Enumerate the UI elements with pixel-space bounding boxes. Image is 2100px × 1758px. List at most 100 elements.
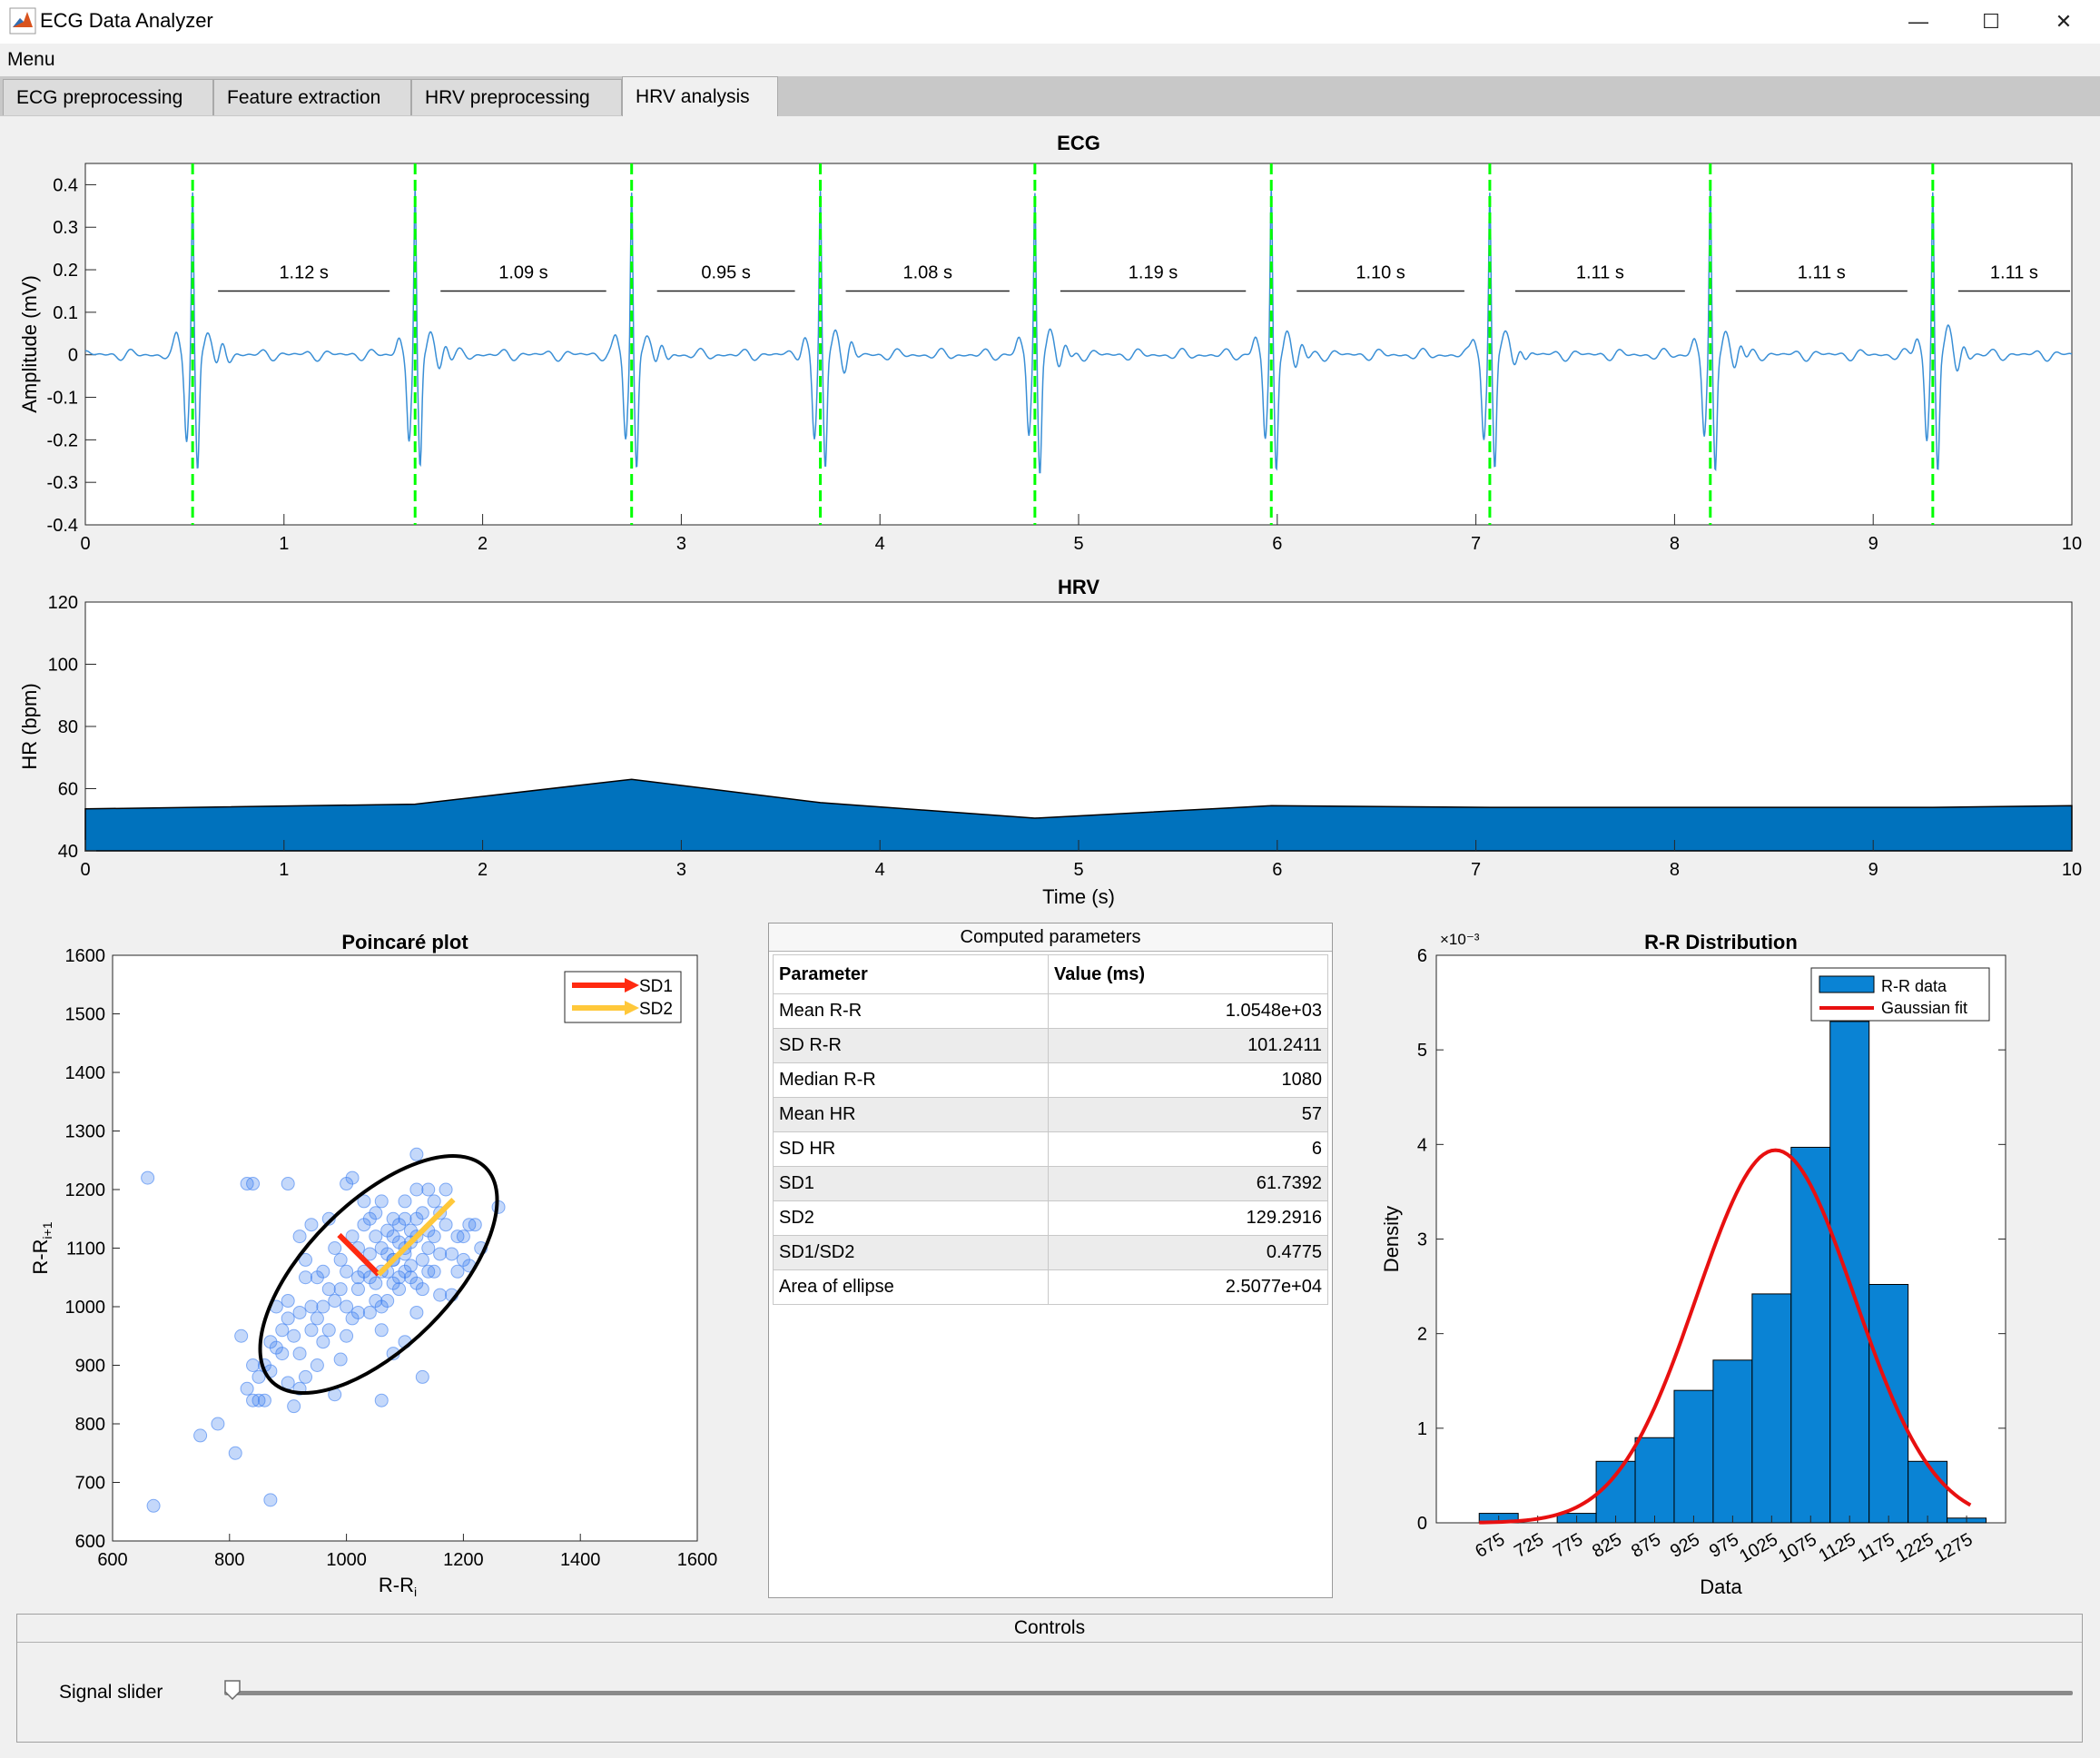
panel-title: Computed parameters: [769, 923, 1332, 952]
poincare-point: [392, 1235, 407, 1249]
poincare-xlabel: R-Ri: [379, 1574, 417, 1599]
tab-ecg-preprocessing[interactable]: ECG preprocessing: [3, 79, 213, 115]
rr-interval-label: 1.08 s: [902, 262, 951, 282]
ecg-ytick-label: -0.3: [47, 473, 78, 493]
poincare-point: [433, 1288, 448, 1302]
slider-thumb[interactable]: [224, 1680, 241, 1700]
poincare-point: [340, 1299, 354, 1314]
poincare-point: [316, 1335, 330, 1349]
poincare-point: [287, 1399, 301, 1414]
poincare-title: Poincaré plot: [341, 931, 468, 953]
poincare-ytick-label: 1600: [65, 946, 106, 966]
tab-hrv-preprocessing[interactable]: HRV preprocessing: [411, 79, 622, 115]
controls-title: Controls: [17, 1615, 2082, 1643]
poincare-point: [281, 1376, 295, 1390]
dist-xtick-label: 1075: [1775, 1529, 1820, 1566]
poincare-point: [328, 1241, 342, 1255]
rr-interval-label: 1.09 s: [498, 262, 547, 282]
poincare-point: [287, 1328, 301, 1343]
poincare-point: [292, 1305, 307, 1319]
hrv-ytick-label: 60: [58, 780, 78, 800]
rr-interval-label: 0.95 s: [701, 262, 750, 282]
param-value: 1080: [1048, 1062, 1328, 1098]
poincare-point: [292, 1230, 307, 1244]
poincare-point: [345, 1170, 360, 1185]
dist-ytick-label: 1: [1417, 1419, 1427, 1439]
minimize-icon: —: [1908, 10, 1928, 33]
param-name: Area of ellipse: [773, 1269, 1049, 1305]
menu-item[interactable]: Menu: [7, 49, 55, 70]
dist-xtick-label: 725: [1511, 1529, 1547, 1562]
histogram-bar: [1595, 1460, 1636, 1524]
ecg-xtick-label: 7: [1471, 534, 1481, 554]
dist-ytick-label: 4: [1417, 1135, 1427, 1155]
histogram-bar: [1790, 1146, 1831, 1524]
poincare-point: [456, 1252, 470, 1267]
dist-ytick-label: 6: [1417, 946, 1427, 966]
poincare-point: [275, 1347, 290, 1361]
tab-feature-extraction[interactable]: Feature extraction: [213, 79, 411, 115]
dist-xtick-label: 875: [1628, 1529, 1664, 1562]
maximize-button[interactable]: ☐: [1955, 0, 2027, 44]
table-row[interactable]: SD2 129.2916: [773, 1200, 1328, 1236]
poincare-point: [240, 1381, 254, 1396]
minimize-button[interactable]: —: [1882, 0, 1955, 44]
poincare-xtick-label: 1400: [560, 1550, 601, 1570]
tab-hrv-analysis[interactable]: HRV analysis: [622, 76, 778, 117]
ecg-ylabel: Amplitude (mV): [18, 275, 41, 413]
poincare-point: [357, 1218, 371, 1232]
poincare-point: [374, 1194, 389, 1209]
table-row[interactable]: SD1/SD2 0.4775: [773, 1235, 1328, 1270]
dist-xtick-label: 825: [1589, 1529, 1625, 1562]
poincare-point: [263, 1335, 278, 1349]
param-value: 2.5077e+04: [1048, 1269, 1328, 1305]
param-name: Mean R-R: [773, 993, 1049, 1029]
hrv-xtick-label: 4: [875, 860, 885, 880]
poincare-ytick-label: 700: [75, 1474, 105, 1494]
poincare-point: [304, 1323, 319, 1338]
poincare-point: [380, 1247, 395, 1261]
poincare-point: [228, 1446, 242, 1460]
param-value: 1.0548e+03: [1048, 993, 1328, 1029]
table-row[interactable]: Median R-R 1080: [773, 1062, 1328, 1098]
param-value: 57: [1048, 1097, 1328, 1132]
poincare-point: [345, 1311, 360, 1326]
poincare-point: [403, 1259, 418, 1273]
gaussian-fit-line: [1479, 1148, 1972, 1525]
poincare-ytick-label: 1400: [65, 1063, 106, 1083]
dist-ytick-label: 3: [1417, 1230, 1427, 1250]
table-row[interactable]: SD HR 6: [773, 1131, 1328, 1167]
poincare-ytick-label: 1200: [65, 1180, 106, 1200]
sd1-arrow: [337, 1232, 381, 1277]
table-row[interactable]: Mean HR 57: [773, 1097, 1328, 1132]
table-row[interactable]: Area of ellipse 2.5077e+04: [773, 1269, 1328, 1305]
param-value: 6: [1048, 1131, 1328, 1167]
close-button[interactable]: ✕: [2027, 0, 2100, 44]
legend-bars-label: R-R data: [1881, 977, 1947, 995]
table-row[interactable]: SD1 61.7392: [773, 1166, 1328, 1201]
table-row[interactable]: Mean R-R 1.0548e+03: [773, 993, 1328, 1029]
hrv-xtick-label: 2: [478, 860, 488, 880]
table-row[interactable]: SD R-R 101.2411: [773, 1028, 1328, 1063]
poincare-ylabel: R-Ri+1: [29, 1221, 54, 1274]
hrv-xtick-label: 8: [1670, 860, 1680, 880]
poincare-xtick-label: 800: [214, 1550, 244, 1570]
rr-interval-label: 1.12 s: [279, 262, 328, 282]
poincare-point: [392, 1270, 407, 1285]
poincare-point: [439, 1218, 453, 1232]
param-name: SD1/SD2: [773, 1235, 1049, 1270]
ecg-xtick-label: 4: [875, 534, 885, 554]
param-value: 101.2411: [1048, 1028, 1328, 1063]
ecg-xtick-label: 5: [1073, 534, 1083, 554]
maximize-icon: ☐: [1982, 10, 2000, 33]
signal-slider[interactable]: [224, 1680, 2073, 1700]
histogram-bar: [1829, 1021, 1870, 1524]
poincare-point: [251, 1393, 266, 1407]
dist-xlabel: Data: [1700, 1575, 1742, 1598]
poincare-point: [421, 1182, 436, 1197]
rr-distribution-chart: R-R Distribution ×10⁻³ Data Density 0 1 2 3 4 5 6 6…: [1380, 931, 2006, 1598]
poincare-point: [304, 1299, 319, 1314]
poincare-point: [211, 1417, 225, 1431]
sd2-arrow: [376, 1197, 456, 1277]
poincare-point: [386, 1230, 400, 1244]
